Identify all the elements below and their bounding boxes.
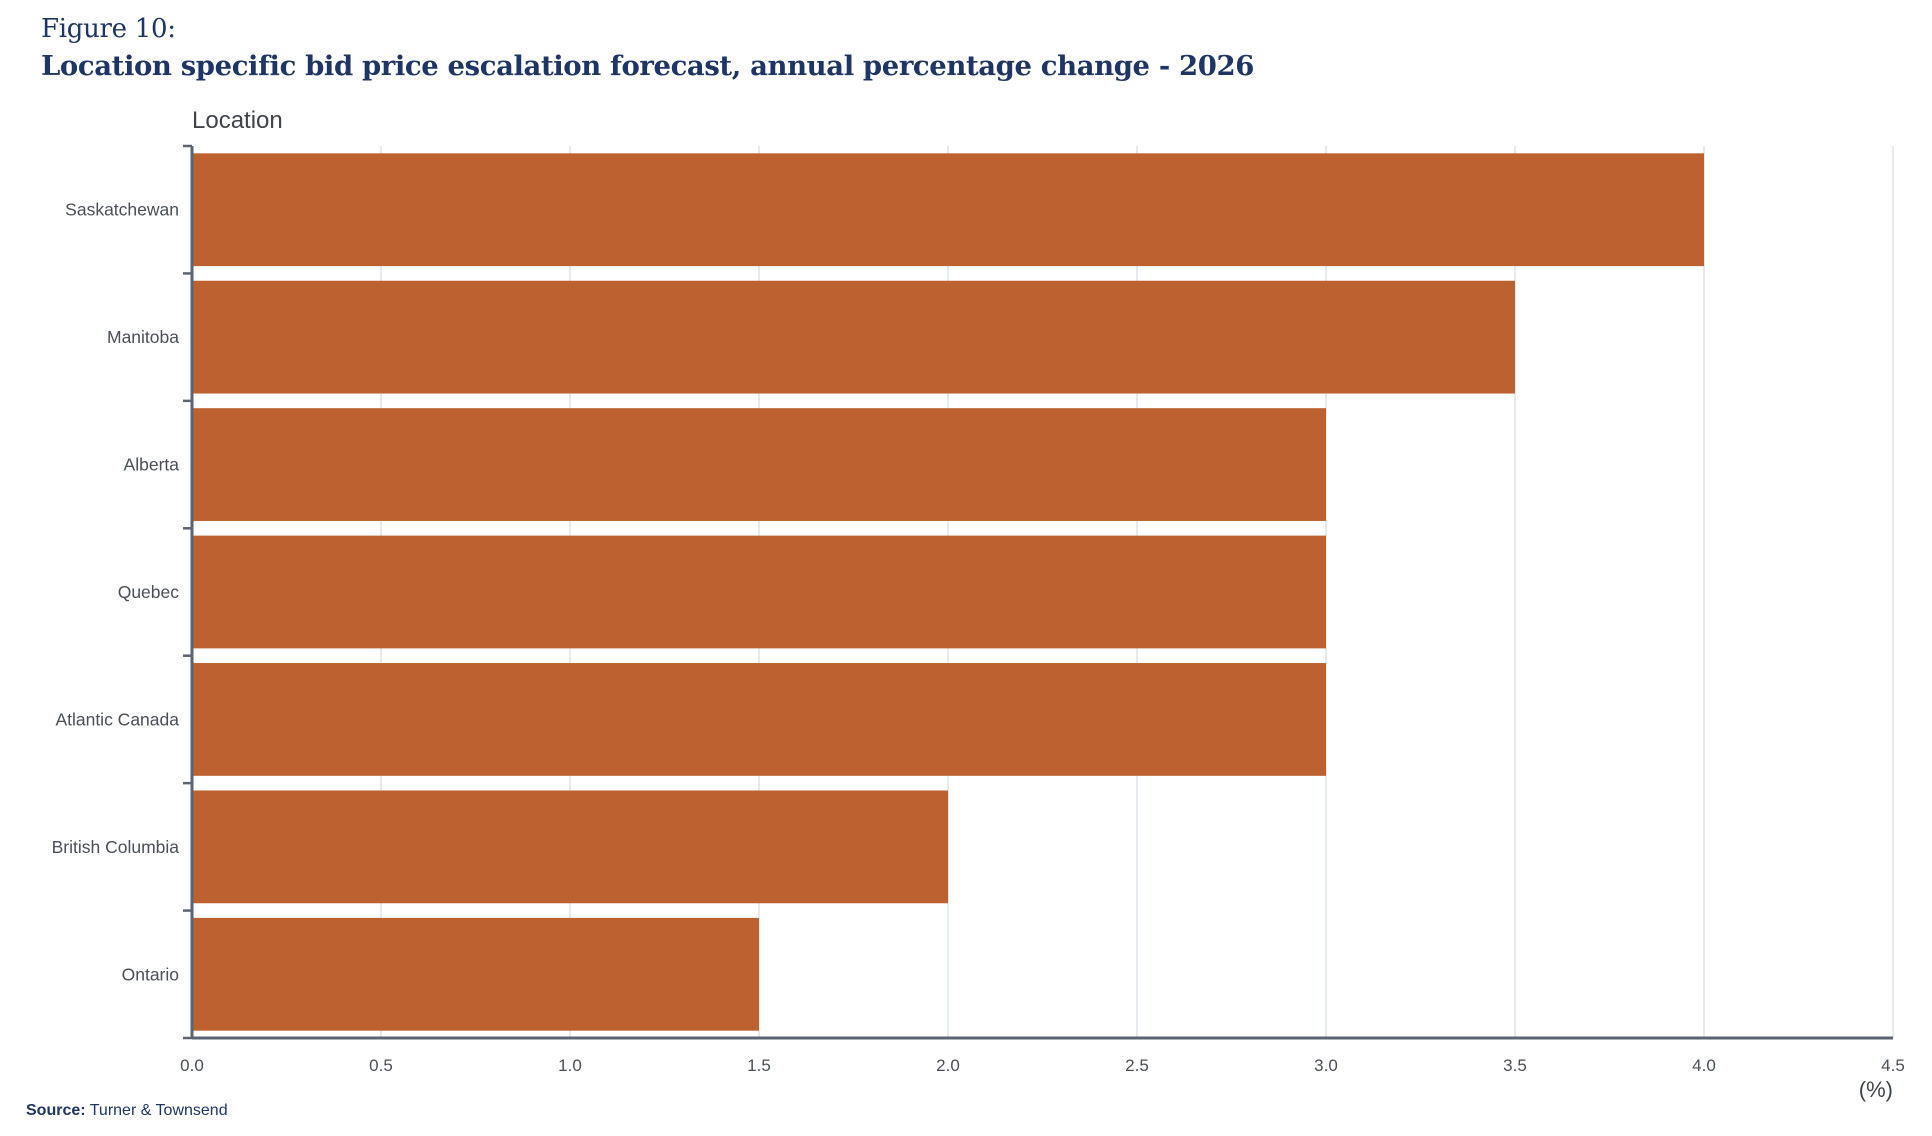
x-tick-label: 3.0	[1314, 1056, 1338, 1075]
y-axis-title: Location	[192, 107, 283, 134]
y-category-label: British Columbia	[52, 837, 180, 857]
bar	[192, 280, 1515, 394]
y-category-label: Atlantic Canada	[55, 709, 179, 729]
figure-label: Figure 10:	[41, 14, 176, 44]
bar	[192, 917, 759, 1031]
y-category-label: Quebec	[118, 582, 180, 602]
bar	[192, 535, 1326, 649]
x-tick-label: 0.5	[369, 1056, 393, 1075]
x-tick-label: 1.5	[747, 1056, 771, 1075]
source-label: Source:	[26, 1102, 86, 1119]
source-text: Turner & Townsend	[89, 1102, 228, 1119]
bar	[192, 790, 948, 904]
x-tick-label: 3.5	[1503, 1056, 1527, 1075]
y-category-label: Ontario	[122, 964, 179, 984]
axes	[183, 144, 1893, 1040]
y-category-label: Alberta	[124, 455, 180, 475]
x-axis-unit-label: (%)	[1859, 1077, 1893, 1102]
x-tick-label: 4.5	[1881, 1056, 1905, 1075]
x-tick-label: 2.5	[1125, 1056, 1149, 1075]
tick-labels: 0.0 0.5 1.0 1.5 2.0 2.5 3.0 3.5 4.0 4.5 Saskatchew…	[52, 107, 1905, 1102]
x-tick-label: 1.0	[558, 1056, 582, 1075]
x-tick-label: 4.0	[1692, 1056, 1716, 1075]
y-category-label: Manitoba	[107, 327, 179, 347]
chart-title: Location specific bid price escalation f…	[41, 50, 1254, 82]
y-category-label: Saskatchewan	[65, 200, 179, 220]
source-note: Source: Turner & Townsend	[26, 1102, 228, 1120]
bar	[192, 153, 1704, 267]
x-tick-label: 2.0	[936, 1056, 960, 1075]
x-tick-label: 0.0	[180, 1056, 204, 1075]
bar	[192, 663, 1326, 776]
bars	[192, 153, 1704, 1031]
bar	[192, 408, 1326, 521]
